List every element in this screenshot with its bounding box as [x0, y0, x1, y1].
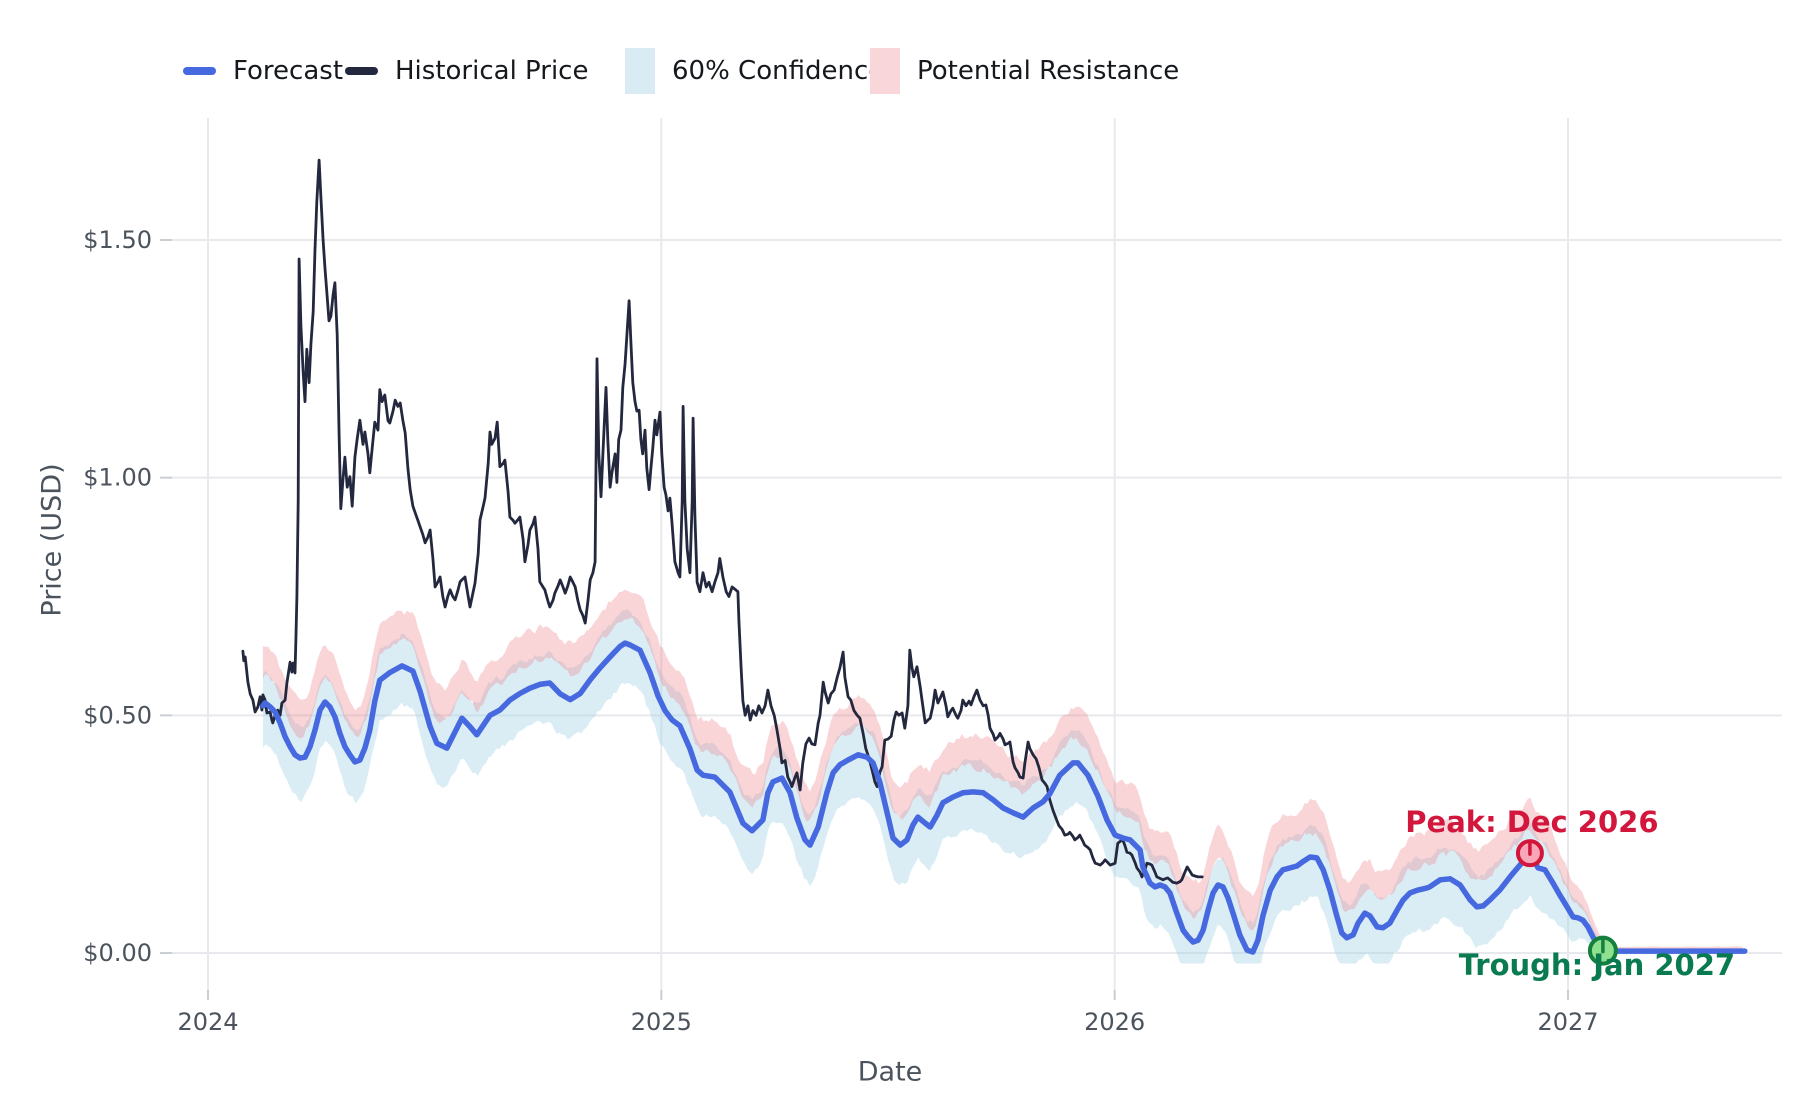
- x-tick-label: 2027: [1537, 1008, 1598, 1036]
- confidence-band-area: [262, 609, 1743, 964]
- y-axis-title: Price (USD): [36, 463, 68, 617]
- historical-price-line: [241, 158, 1204, 885]
- legend-label-forecast: Forecast: [233, 56, 344, 86]
- x-tick-label: 2024: [177, 1008, 238, 1036]
- y-tick-label: $1.00: [83, 464, 152, 492]
- resistance-band-swatch: [870, 48, 900, 94]
- trough-annotation-label: Trough: Jan 2027: [1458, 947, 1736, 982]
- historical-line-swatch: [345, 67, 378, 75]
- legend-label-historical: Historical Price: [395, 56, 589, 86]
- legend-item-forecast: Forecast: [183, 46, 343, 96]
- legend-item-historical: Historical Price: [345, 46, 588, 96]
- forecast-line-swatch: [183, 67, 216, 75]
- legend-item-resistance: Potential Resistance: [870, 46, 1179, 96]
- y-tick-label: $0.50: [83, 701, 152, 729]
- legend-label-resistance: Potential Resistance: [917, 56, 1180, 86]
- confidence-band-swatch: [625, 48, 655, 94]
- resistance-band-area: [262, 589, 1743, 950]
- y-tick-label: $1.50: [83, 226, 152, 254]
- y-tick-label: $0.00: [83, 939, 152, 967]
- x-axis-title: Date: [857, 1056, 923, 1088]
- forecast-line: [260, 640, 1748, 955]
- x-tick-label: 2025: [631, 1008, 692, 1036]
- legend-item-confidence: 60% Confidence: [625, 46, 884, 96]
- peak-annotation-label: Peak: Dec 2026: [1405, 805, 1659, 840]
- x-tick-label: 2026: [1084, 1008, 1145, 1036]
- legend-label-confidence: 60% Confidence: [672, 56, 885, 86]
